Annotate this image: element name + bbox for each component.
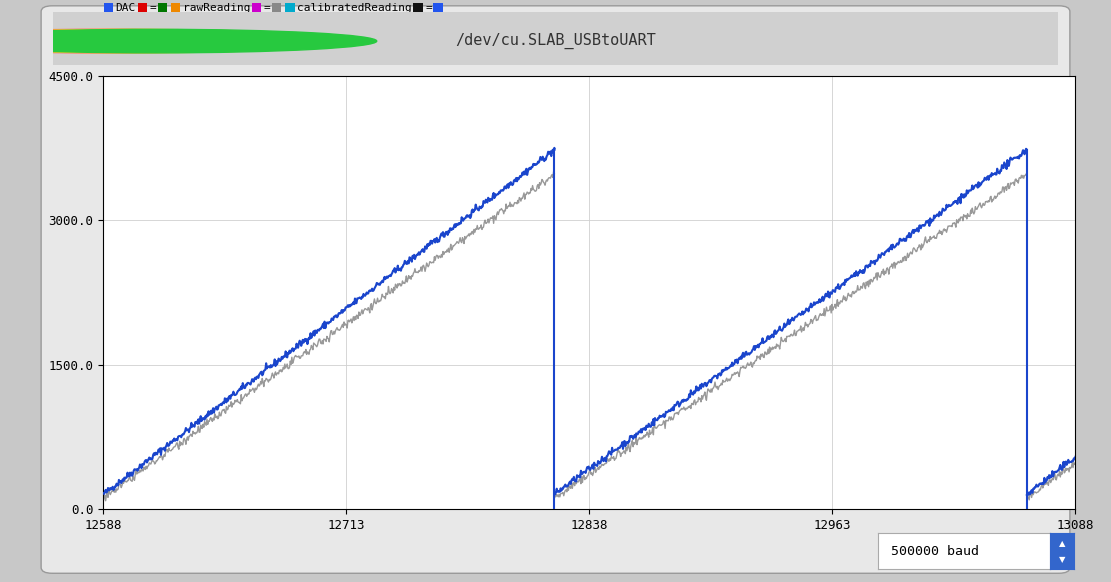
Text: ▲: ▲ bbox=[1059, 539, 1065, 548]
Text: ▼: ▼ bbox=[1059, 555, 1065, 563]
Text: /dev/cu.SLAB_USBtoUART: /dev/cu.SLAB_USBtoUART bbox=[456, 33, 655, 49]
Circle shape bbox=[0, 29, 322, 53]
Legend: DAC, =, , rawReading, =, , calibratedReading, =, : DAC, =, , rawReading, =, , calibratedRea… bbox=[104, 3, 446, 13]
Text: 500000 baud: 500000 baud bbox=[891, 545, 980, 558]
Circle shape bbox=[0, 29, 377, 53]
Circle shape bbox=[0, 29, 350, 53]
